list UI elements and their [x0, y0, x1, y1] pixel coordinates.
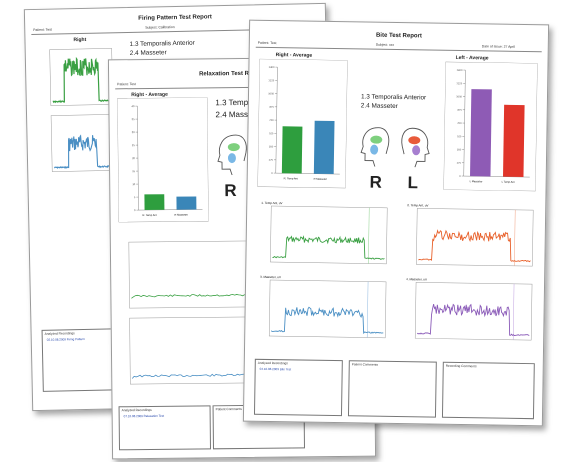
section-right-title: Right - Average — [275, 52, 313, 59]
patient-label: Patient: Test — [257, 40, 277, 46]
y-tick-label: 0 — [134, 208, 136, 212]
y-tick-label: 1225 — [456, 81, 462, 85]
bar — [176, 196, 197, 210]
report-title: Bite Test Report — [375, 32, 422, 40]
side-letter-left: L — [407, 173, 419, 193]
trace-label: 1. Temp Ant, uV — [261, 201, 282, 205]
trace-4-purple: 4. Masseter, uV — [406, 277, 533, 341]
muscle-list: 1.3 Temporalis Anterior 2.4 Masseter — [361, 92, 427, 111]
y-tick-label: 1400 — [269, 65, 275, 69]
trace-label: 2. Temp Ant, uV — [407, 203, 428, 207]
analyzed-recordings-label: Analyzed Recordings — [121, 407, 152, 413]
trace-1-green: 1. Temp Ant, uV — [261, 201, 388, 265]
bar — [313, 120, 335, 175]
side-letter-right: R — [369, 172, 383, 192]
bar — [281, 126, 303, 174]
bar-label: L Masseter — [470, 179, 483, 183]
y-tick-label: 1050 — [268, 91, 274, 95]
muscle-list: 1.3 Temporalis Anterior 2.4 Masseter — [129, 39, 195, 58]
y-tick-label: 875 — [457, 108, 462, 112]
patient-label: Patient: Test — [33, 27, 52, 33]
analyzed-recordings-box: Analyzed Recordings 02.10.08.2009 Firing… — [41, 328, 115, 392]
y-tick-label: 1225 — [268, 78, 274, 82]
y-tick-label: 40 — [131, 104, 134, 108]
patient-label: Patient: Test — [117, 82, 136, 87]
side-letter-right: R — [224, 181, 237, 201]
right-average-bar-chart: 0 175 350 525 700 875 1050 1225 1400 R. Temp Ant… — [257, 58, 348, 189]
y-tick-label: 350 — [457, 147, 462, 151]
bar — [144, 194, 165, 211]
bite-test-report-page: Bite Test Report Patient: Test Subject: … — [242, 19, 550, 427]
subject-label: Subject: Calibration — [145, 25, 175, 30]
y-tick-label: 0 — [271, 171, 273, 175]
trace-label: 4. Masseter, uV — [406, 277, 427, 281]
recording-link[interactable]: 04.10.08.2009 Bite Test — [259, 366, 292, 372]
y-tick-label: 5 — [134, 195, 136, 199]
bar-label: R. Temp Ant — [284, 176, 298, 180]
y-tick-label: 30 — [132, 130, 135, 134]
head-left-icon — [401, 127, 430, 168]
y-tick-label: 175 — [457, 161, 462, 165]
head-profile-icon — [217, 134, 247, 176]
section-right-title: Right — [73, 36, 87, 44]
muscle-item: 2.4 Masseter — [360, 102, 398, 111]
bar-label: R Masseter — [175, 213, 188, 217]
firing-blue-trace — [50, 114, 115, 172]
analyzed-recordings-label: Analyzed Recordings — [44, 331, 75, 336]
analyzed-recordings-box: Analyzed Recordings 04.10.08.2009 Bite T… — [253, 358, 343, 417]
head-right-icon — [360, 127, 390, 167]
trace-2-orange: 2. Temp Ant, uV — [407, 203, 534, 267]
trace-label: 3. Masseter, uV — [260, 275, 281, 279]
patient-comments-box: Patient Comments — [347, 360, 437, 418]
subject-label: Subject: xxx — [375, 42, 395, 47]
recording-link[interactable]: 07.10.08.2009 Relaxation Test — [123, 413, 165, 419]
bar-label: R. Temp Ant — [143, 213, 157, 217]
analyzed-recordings-box: Analyzed Recordings 07.10.08.2009 Relaxa… — [118, 405, 212, 451]
patient-comments-label: Patient Comments — [215, 407, 242, 412]
analyzed-recordings-label: Analyzed Recordings — [257, 360, 288, 366]
muscle-item: 2.4 Masseter — [129, 49, 167, 57]
y-tick-label: 1400 — [457, 68, 463, 72]
y-tick-label: 35 — [132, 117, 135, 121]
y-tick-label: 25 — [132, 143, 135, 147]
y-tick-label: 0 — [459, 174, 461, 178]
y-tick-label: 20 — [132, 156, 135, 160]
recording-comments-label: Recording Comments — [445, 363, 477, 369]
trace-3-blue: 3. Masseter, uV — [260, 275, 387, 339]
recording-comments-box: Recording Comments — [441, 361, 535, 420]
bar-label: R Masseter — [314, 177, 327, 181]
y-tick-label: 10 — [132, 182, 135, 186]
y-tick-label: 175 — [269, 158, 274, 162]
y-tick-label: 875 — [269, 105, 274, 109]
recording-link[interactable]: 02.10.08.2009 Firing Pattern — [46, 337, 85, 342]
firing-green-trace — [49, 48, 114, 106]
bar — [503, 104, 525, 177]
y-tick-label: 1050 — [456, 94, 462, 98]
relaxation-bar-chart: 0 5 10 15 20 25 30 35 40 R. Temp Ant R Masseter — [117, 97, 209, 223]
y-tick-label: 700 — [269, 118, 274, 122]
y-tick-label: 525 — [457, 134, 462, 138]
y-tick-label: 15 — [132, 169, 135, 173]
issue-date: Date of Issue: 27 April — [481, 44, 515, 49]
y-tick-label: 350 — [269, 144, 274, 148]
y-tick-label: 700 — [457, 121, 462, 125]
section-left-title: Left - Average — [455, 54, 489, 62]
firing-pattern-report-page: Firing Pattern Test Report Patient: Test… — [23, 2, 335, 412]
bar-label: L Temp Ant — [502, 180, 515, 184]
bar — [470, 89, 492, 177]
y-tick-label: 525 — [269, 131, 274, 135]
patient-comments-label: Patient Comments — [351, 362, 379, 367]
